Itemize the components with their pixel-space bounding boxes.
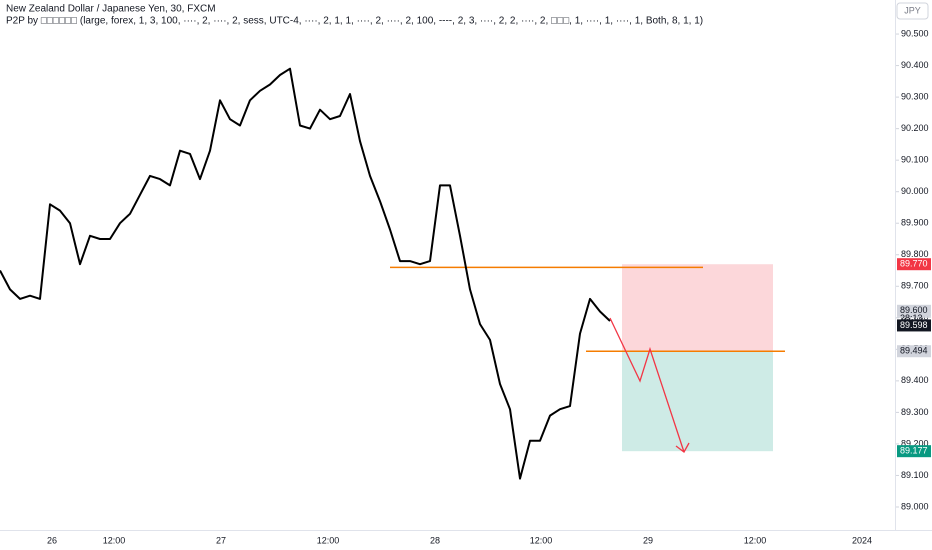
price-label: 89.770 [900,259,928,269]
y-tick-label: 90.200 [901,123,929,133]
x-tick-label: 26 [47,535,57,545]
indicator-label: P2P by □□□□□□ (large, forex, 1, 3, 100, … [6,16,703,27]
countdown: 28:13 [900,313,923,323]
y-tick-label: 89.300 [901,407,929,417]
x-tick-label: 12:00 [317,535,340,545]
price-label-box [897,304,931,317]
price-label-box [897,445,931,458]
projection-arrow [609,317,690,453]
x-tick-label: 27 [216,535,226,545]
x-tick-label: 12:00 [530,535,553,545]
x-tick-label: 2024 [852,535,872,545]
y-tick-label: 89.700 [901,281,929,291]
y-tick-label: 90.000 [901,186,929,196]
stop-zone [622,264,773,352]
price-label-box [897,345,931,358]
countdown-box [897,316,931,318]
price-label: 89.600 [900,305,928,315]
chart-title: New Zealand Dollar / Japanese Yen, 30, F… [6,4,216,15]
x-tick-label: 28 [430,535,440,545]
y-tick-label: 90.100 [901,155,929,165]
price-label: 89.494 [900,346,928,356]
x-tick-label: 29 [643,535,653,545]
currency: JPY [904,5,921,15]
y-tick-label: 89.200 [901,438,929,448]
y-tick-label: 89.800 [901,249,929,259]
y-tick-label: 90.500 [901,28,929,38]
x-tick-label: 12:00 [103,535,126,545]
y-tick-label: 89.100 [901,470,929,480]
y-tick-label: 90.300 [901,91,929,101]
target-zone [622,351,773,452]
price-label-box [897,319,931,332]
x-tick-label: 12:00 [744,535,767,545]
price-line [0,67,611,480]
currency-box[interactable] [896,2,929,20]
y-tick-label: 89.900 [901,218,929,228]
price-label-box [897,258,931,271]
price-label: 89.177 [900,446,928,456]
y-tick-label: 89.400 [901,375,929,385]
y-tick-label: 89.000 [901,501,929,511]
y-tick-label: 90.400 [901,60,929,70]
price-label: 89.598 [900,320,928,330]
